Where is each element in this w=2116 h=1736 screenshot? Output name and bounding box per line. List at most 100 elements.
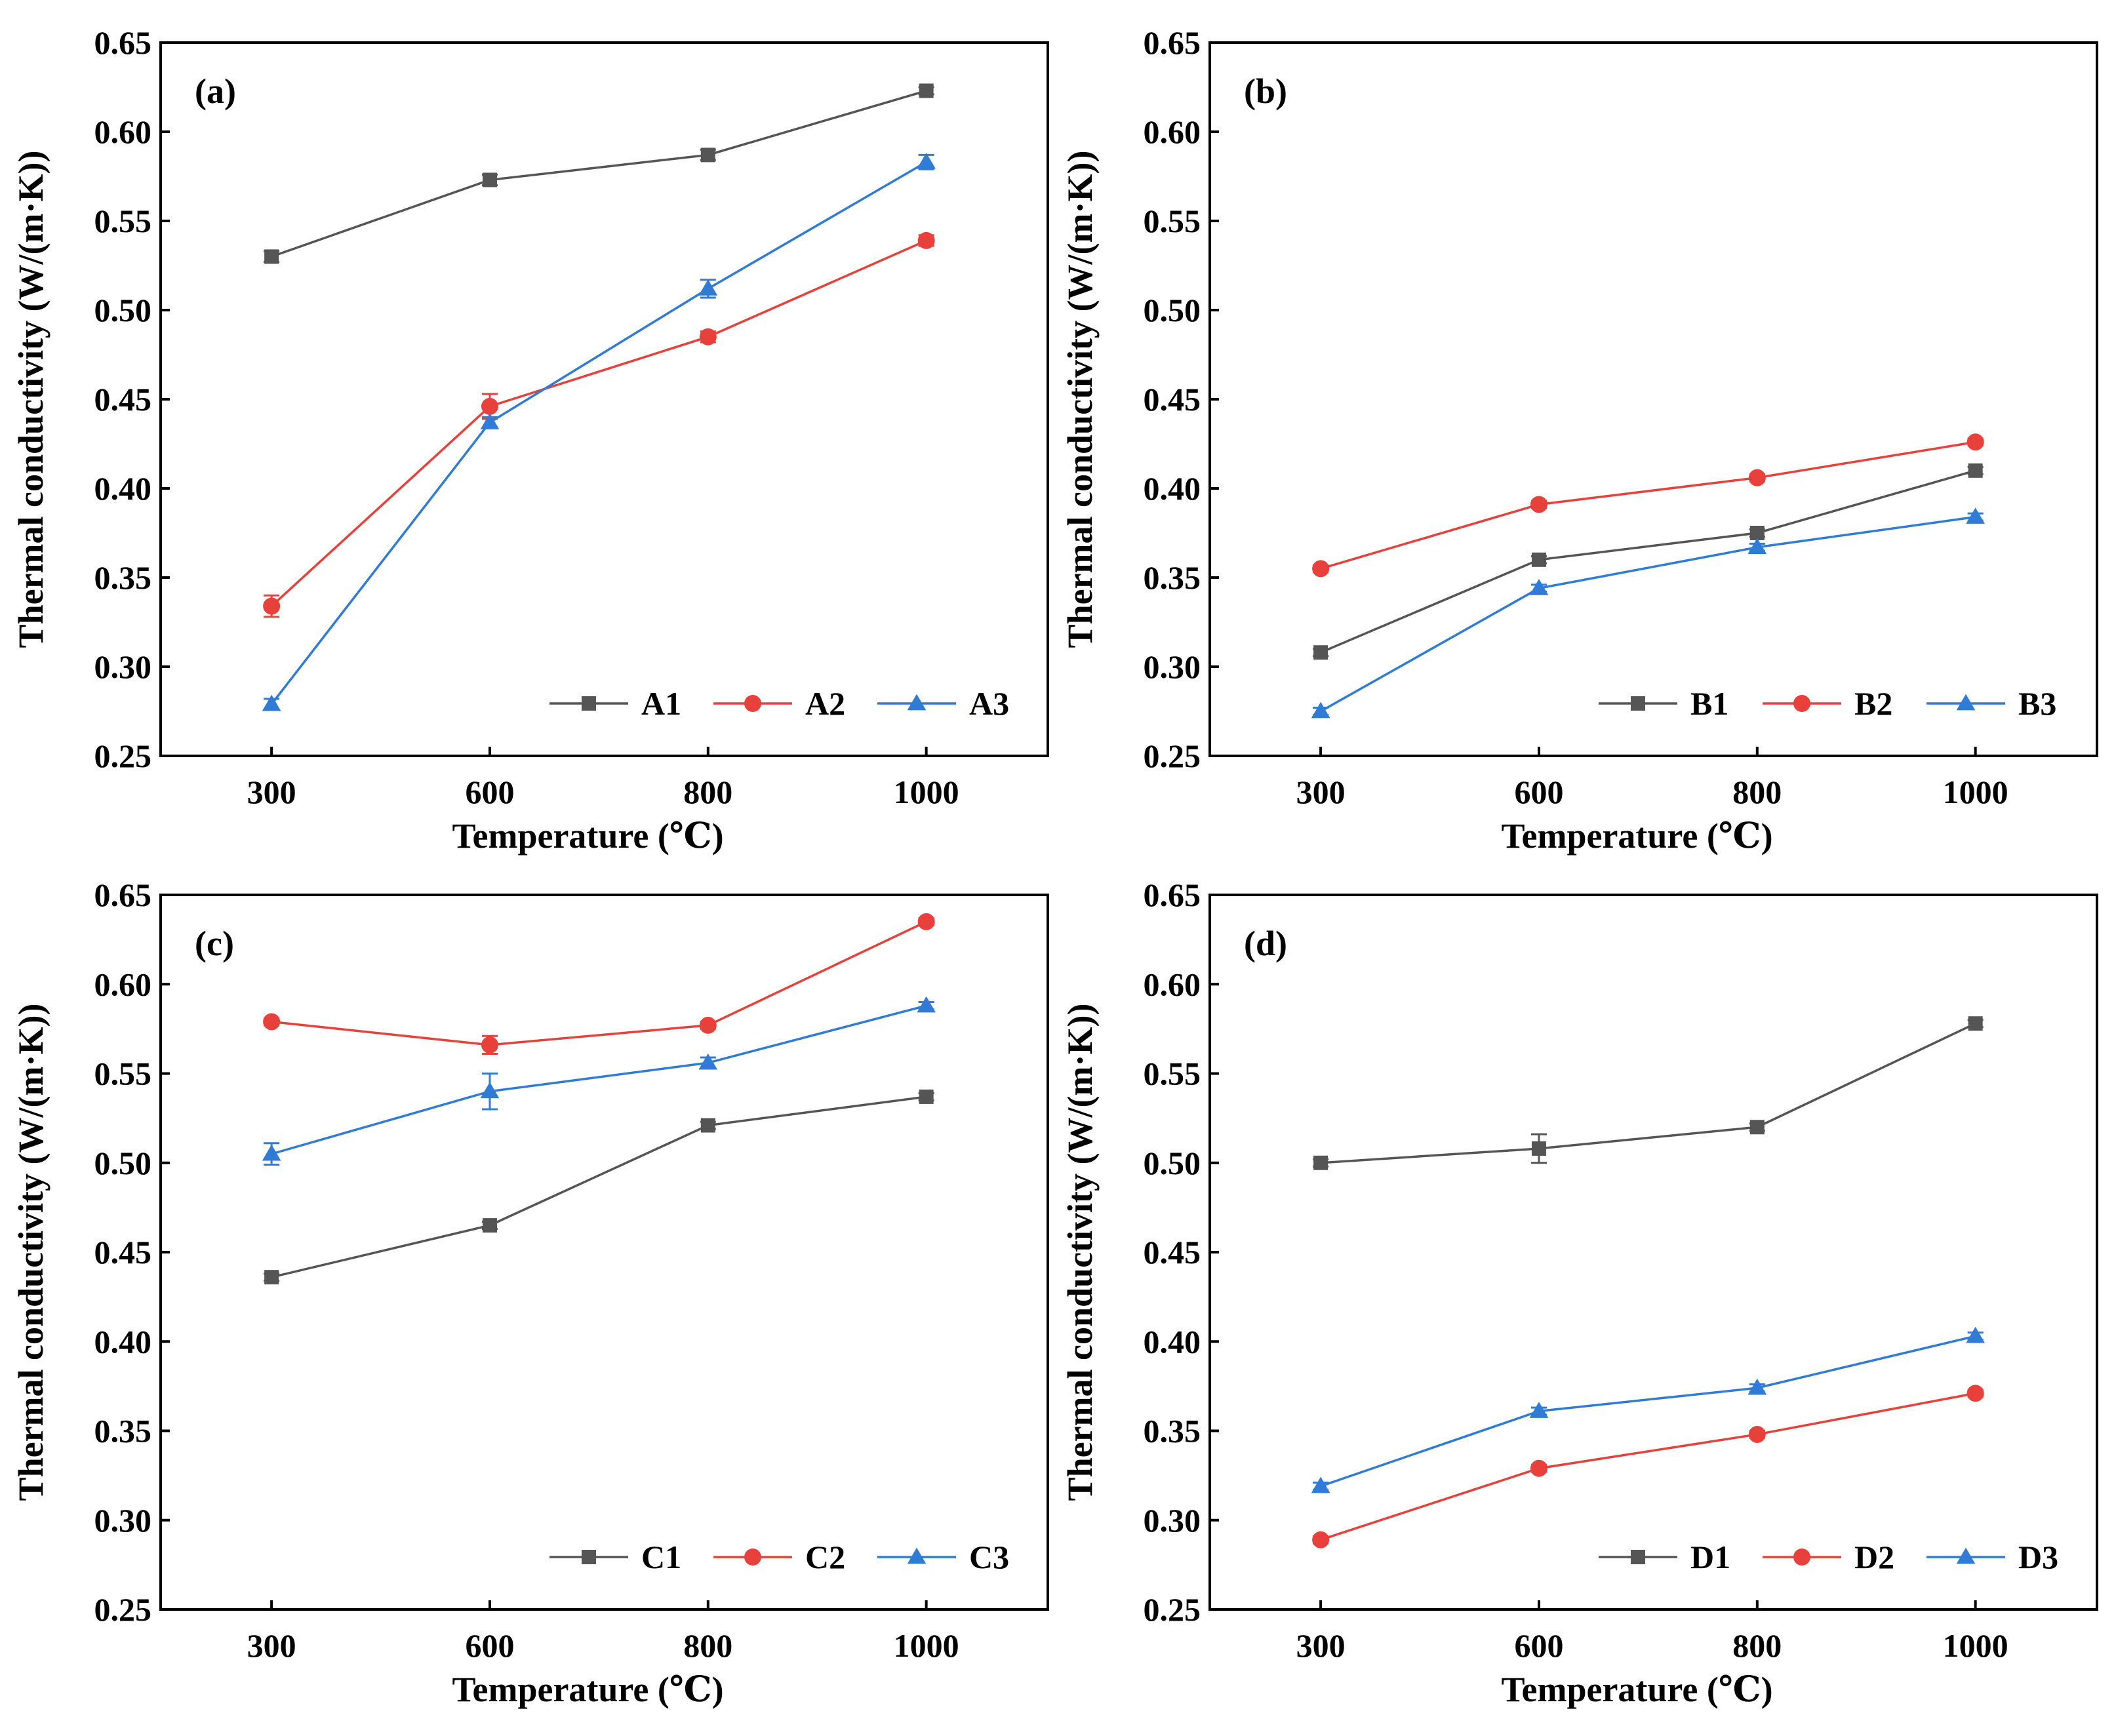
- data-point: [1312, 1531, 1330, 1549]
- data-point: [1531, 1141, 1546, 1156]
- series-line: [1320, 515, 1976, 713]
- y-tick-label: 0.30: [1144, 1502, 1201, 1539]
- series-A3: [262, 152, 936, 711]
- data-point: [1968, 1016, 1983, 1031]
- y-tick-label: 0.65: [1144, 24, 1201, 61]
- data-point: [263, 597, 281, 615]
- legend: C1 C2 C3: [549, 1539, 1009, 1575]
- data-point: [1313, 645, 1328, 660]
- legend-marker: [1793, 695, 1810, 712]
- series-D1: [1313, 1016, 1984, 1170]
- series-line: [1320, 1392, 1976, 1541]
- data-point: [1749, 526, 1765, 540]
- legend: B1 B2 B3: [1599, 685, 2056, 722]
- legend-entry-C1: C1: [549, 1539, 681, 1575]
- series-line: [1321, 1022, 1976, 1164]
- chart-panel-c: 0.25 0.30 0.35 0.40 0.45 0.50 0.55 0.60 0.65 300 6…: [11, 877, 1049, 1709]
- legend-marker: [1793, 1549, 1810, 1566]
- series-B3: [1311, 507, 1985, 719]
- y-tick-label: 0.35: [1144, 1413, 1201, 1450]
- data-point: [698, 279, 718, 296]
- panel-label: (a): [195, 71, 236, 111]
- legend-marker: [744, 1549, 761, 1566]
- data-point: [1529, 1402, 1549, 1418]
- legend-entry-A2: A2: [713, 685, 845, 722]
- legend-marker: [907, 694, 927, 711]
- x-tick-label: 600: [465, 1627, 514, 1664]
- x-axis-title: Temperature (℃): [452, 816, 723, 856]
- plot-frame: [159, 41, 1049, 757]
- y-tick-label: 0.30: [94, 648, 152, 685]
- y-tick-label: 0.50: [1144, 292, 1201, 328]
- series-line: [270, 161, 927, 705]
- y-tick-label: 0.55: [1144, 203, 1201, 239]
- y-axis-title: Thermal conductivity (W/(m·K)): [1060, 151, 1100, 648]
- data-point: [481, 397, 498, 415]
- legend-entry-B3: B3: [1926, 685, 2056, 722]
- data-point: [1968, 463, 1983, 478]
- data-point: [481, 1036, 498, 1054]
- legend-marker: [582, 1550, 596, 1564]
- y-tick-label: 0.45: [94, 1234, 152, 1271]
- y-axis-title: Thermal conductivity (W/(m·K)): [11, 1004, 50, 1501]
- legend-entry-D3: D3: [1926, 1539, 2058, 1575]
- y-axis-title: Thermal conductivity (W/(m·K)): [11, 151, 50, 648]
- series-C2: [263, 913, 935, 1055]
- panel-label: (d): [1244, 924, 1287, 963]
- plot-frame: [1208, 894, 2098, 1611]
- y-tick-label: 0.40: [94, 1323, 152, 1360]
- legend-entry-C3: C3: [877, 1539, 1009, 1575]
- x-axis-title: Temperature (℃): [452, 1670, 723, 1709]
- legend-entry-D2: D2: [1763, 1539, 1894, 1575]
- legend-label: A1: [641, 685, 681, 722]
- plot-frame: [1208, 41, 2098, 757]
- data-point: [480, 1082, 500, 1099]
- x-tick-label: 600: [465, 774, 514, 810]
- data-point: [1530, 496, 1547, 513]
- y-tick-label: 0.60: [94, 966, 152, 1002]
- series-line: [271, 1004, 927, 1155]
- x-tick-label: 800: [683, 1627, 732, 1664]
- y-tick-label: 0.35: [1144, 559, 1201, 596]
- y-tick-label: 0.40: [94, 470, 152, 507]
- legend-marker: [582, 696, 596, 711]
- legend-entry-B1: B1: [1599, 685, 1728, 722]
- x-tick-label: 300: [247, 774, 296, 810]
- y-tick-label: 0.25: [1144, 1591, 1201, 1628]
- y-tick-label: 0.35: [94, 1413, 152, 1450]
- legend-label: B1: [1690, 685, 1728, 722]
- chart-panel-a: 0.25 0.30 0.35 0.40 0.45 0.50 0.55 0.60 0.65 300 6…: [11, 24, 1049, 856]
- legend-label: B2: [1854, 685, 1892, 722]
- series-line: [271, 89, 927, 258]
- x-axis-title: Temperature (℃): [1501, 1670, 1772, 1709]
- y-tick-label: 0.45: [94, 381, 152, 418]
- data-point: [480, 413, 500, 429]
- plot-frame: [159, 894, 1049, 1611]
- data-point: [1311, 1476, 1330, 1493]
- x-tick-label: 1000: [1943, 1627, 2008, 1664]
- data-point: [1529, 578, 1549, 595]
- y-tick-label: 0.50: [94, 1145, 152, 1181]
- legend-marker: [1956, 694, 1976, 711]
- data-point: [919, 83, 934, 98]
- y-tick-label: 0.25: [1144, 738, 1201, 774]
- x-tick-label: 300: [1296, 774, 1346, 810]
- y-tick-label: 0.40: [1144, 1323, 1201, 1360]
- x-tick-label: 300: [247, 1627, 296, 1664]
- series-line: [1320, 441, 1976, 570]
- data-point: [1748, 1425, 1766, 1443]
- data-point: [1747, 538, 1767, 555]
- legend-entry-B2: B2: [1763, 685, 1892, 722]
- y-tick-label: 0.25: [94, 1591, 152, 1628]
- series-D2: [1312, 1385, 1984, 1549]
- series-C3: [262, 996, 936, 1166]
- data-point: [1530, 1459, 1547, 1477]
- data-point: [264, 249, 279, 264]
- legend-label: A2: [805, 685, 845, 722]
- series-B1: [1313, 463, 1984, 660]
- y-tick-label: 0.65: [1144, 877, 1201, 913]
- legend-marker: [744, 695, 761, 712]
- y-axis-title: Thermal conductivity (W/(m·K)): [1060, 1004, 1100, 1501]
- data-point: [264, 1270, 279, 1285]
